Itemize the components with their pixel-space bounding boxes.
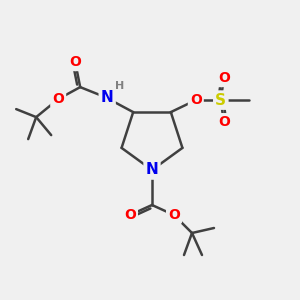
Text: O: O	[190, 93, 202, 107]
Text: O: O	[218, 115, 230, 129]
Text: N: N	[101, 90, 114, 105]
Text: O: O	[52, 92, 64, 106]
Text: H: H	[115, 81, 124, 91]
Text: O: O	[218, 71, 230, 85]
Text: O: O	[69, 55, 81, 69]
Text: N: N	[146, 163, 158, 178]
Text: O: O	[168, 208, 180, 222]
Text: S: S	[215, 93, 226, 108]
Text: O: O	[124, 208, 136, 222]
